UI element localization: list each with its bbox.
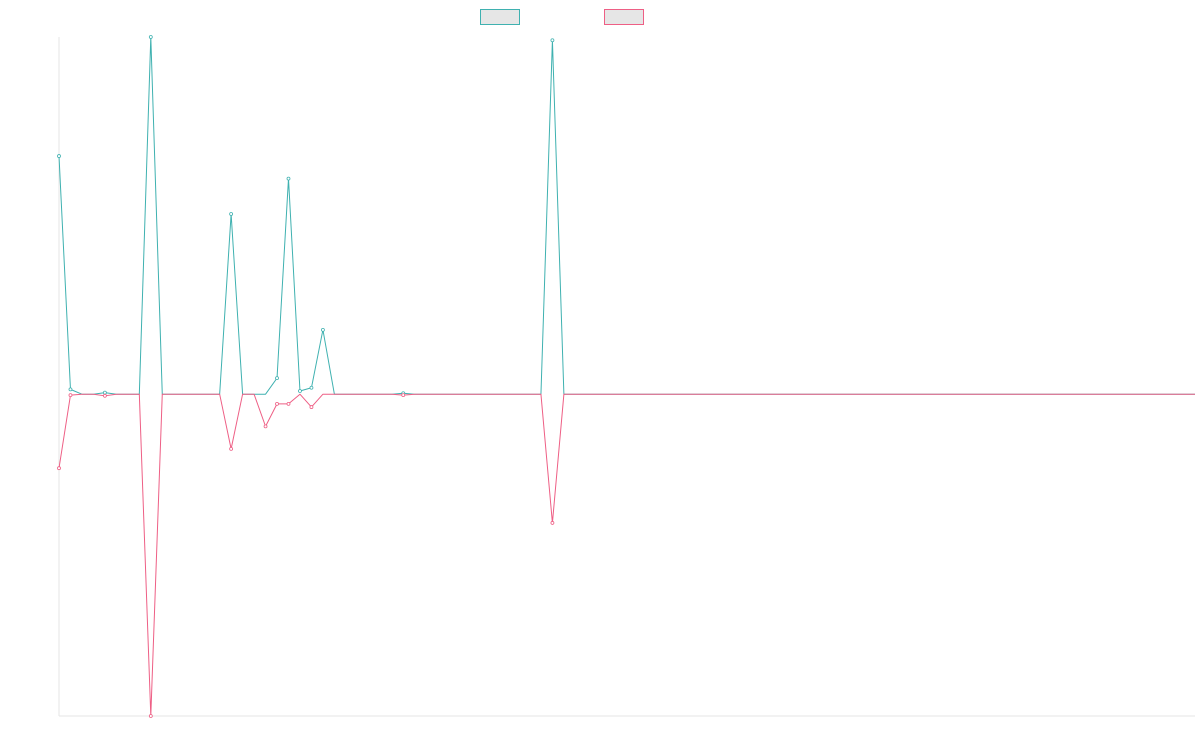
series-a-group [57,35,1195,396]
series-a-point-8 [148,35,153,39]
legend-swatch-series-a[interactable] [480,9,520,25]
series-b-point-15 [229,447,234,451]
series-b-point-30 [401,393,406,398]
series-b-point-22 [309,405,314,409]
series-a-point-1 [68,387,73,392]
series-a-point-20 [286,176,291,181]
series-b-line [58,393,1195,717]
series-b-point-43 [550,521,555,525]
series-b-point-4 [103,393,107,398]
series-a-point-19 [275,376,279,381]
series-b-group [57,393,1195,718]
series-a-point-23 [321,327,325,332]
legend-swatch-series-b[interactable] [604,9,644,25]
series-a-point-43 [550,38,555,43]
series-b-point-1 [68,393,73,398]
series-b-point-18 [263,424,268,429]
series-b-point-8 [148,714,153,718]
series-a-line [58,36,1195,395]
series-a-point-22 [309,385,314,390]
series-b-point-19 [275,401,279,406]
series-a-point-0 [57,154,61,158]
series-b-point-20 [286,401,291,406]
series-a-point-4 [103,390,107,395]
series-a-point-15 [229,212,234,216]
series-a-point-21 [298,389,302,393]
series-b-point-0 [57,466,61,471]
